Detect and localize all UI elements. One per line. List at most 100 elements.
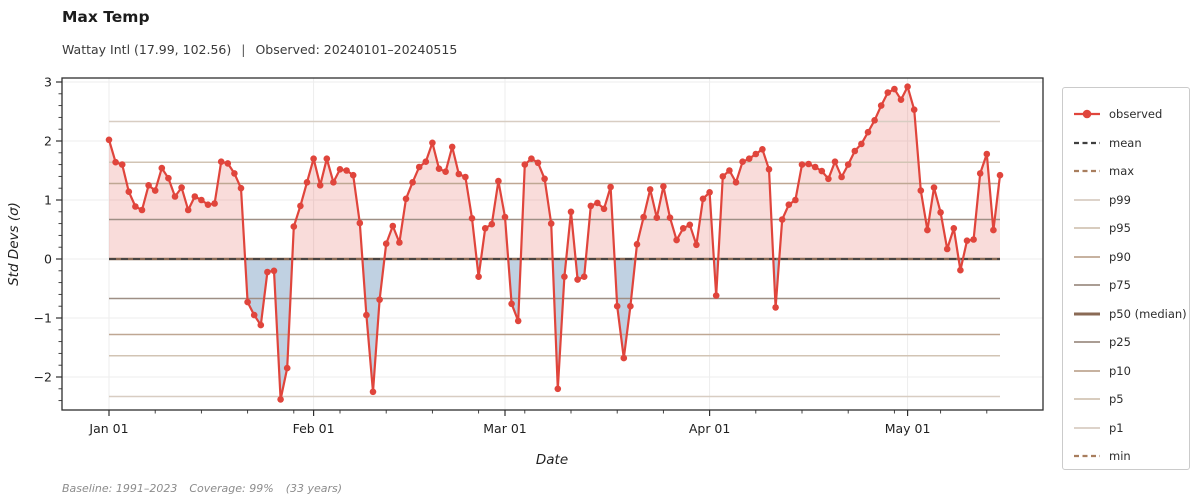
observed-marker (719, 173, 727, 180)
fill-above-mean (109, 86, 1000, 259)
observed-marker (356, 219, 364, 227)
observed-marker (574, 276, 581, 283)
legend-label: p25 (1109, 335, 1131, 350)
legend-swatch-icon (1074, 369, 1100, 372)
observed-marker (396, 239, 403, 246)
legend-swatch-icon (1074, 312, 1100, 316)
observed-marker (132, 203, 139, 210)
legend-label: p90 (1109, 249, 1131, 264)
observed-marker (580, 273, 588, 281)
observed-marker (330, 179, 337, 186)
observed-marker (633, 241, 641, 248)
observed-marker (950, 225, 958, 232)
observed-marker (217, 158, 225, 165)
observed-marker (607, 183, 614, 191)
observed-marker (145, 182, 152, 189)
x-tick-label: Apr 01 (689, 421, 731, 436)
legend-item-min: min (1073, 442, 1189, 471)
observed-marker (930, 184, 938, 191)
observed-marker (501, 213, 509, 221)
observed-marker (712, 292, 720, 299)
observed-marker (165, 174, 172, 182)
observed-marker (613, 302, 621, 310)
observed-marker (858, 140, 865, 148)
observed-marker (851, 147, 859, 155)
x-axis-label: Date (535, 452, 569, 468)
observed-marker (891, 85, 898, 93)
legend-item-p5: p5 (1073, 385, 1189, 414)
observed-marker (561, 273, 568, 281)
observed-marker (376, 296, 383, 304)
observed-marker (211, 200, 218, 207)
legend-item-max: max (1073, 157, 1189, 186)
observed-marker (158, 164, 166, 172)
observed-marker (567, 208, 575, 216)
observed-marker (468, 215, 476, 222)
observed-marker (805, 160, 812, 168)
observed-marker (257, 321, 265, 329)
legend-label: p95 (1109, 221, 1131, 236)
y-axis-label: Std Devs (σ) (6, 202, 22, 286)
y-tick-label: 0 (44, 251, 52, 266)
observed-marker (963, 237, 971, 244)
observed-marker (699, 195, 707, 203)
observed-marker (422, 158, 430, 165)
observed-marker (686, 221, 694, 229)
legend-item-p99: p99 (1073, 186, 1189, 215)
years-label: (33 years) (285, 482, 343, 495)
observed-marker (521, 161, 529, 168)
observed-marker (389, 222, 397, 230)
y-tick-label: 2 (44, 133, 52, 148)
observed-marker (745, 155, 753, 162)
observed-marker (943, 245, 951, 253)
observed-marker (877, 102, 885, 109)
observed-marker (224, 160, 232, 167)
legend-swatch-icon (1074, 141, 1100, 144)
x-tick-label: Mar 01 (483, 421, 526, 436)
observed-marker (495, 177, 502, 185)
observed-marker (957, 266, 964, 274)
observed-marker (904, 83, 911, 90)
observed-marker (237, 184, 245, 192)
observed-line (107, 85, 1002, 401)
legend-label: p75 (1109, 278, 1131, 293)
observed-marker (759, 146, 766, 153)
observed-marker (871, 117, 878, 124)
x-tick-label: Feb 01 (293, 421, 335, 436)
observed-marker (105, 136, 113, 144)
legend-label: min (1109, 449, 1131, 464)
observed-marker (409, 179, 416, 186)
observed-marker (488, 220, 496, 228)
observed-marker (297, 202, 304, 210)
observed-marker (541, 175, 548, 183)
coverage-label: Coverage: 99% (189, 482, 274, 495)
observed-marker (831, 158, 839, 165)
observed-marker (679, 225, 687, 232)
observed-marker (349, 171, 357, 179)
observed-marker (666, 214, 674, 221)
observed-marker (323, 155, 331, 162)
legend-item-p50-median-: p50 (median) (1073, 300, 1189, 329)
legend-label: p50 (median) (1109, 306, 1187, 321)
observed-marker (627, 302, 634, 310)
observed-marker (983, 150, 991, 158)
observed-marker (937, 209, 944, 216)
observed-marker (250, 311, 258, 319)
observed-marker (818, 167, 826, 175)
observed-marker (620, 354, 628, 362)
legend-swatch-icon (1074, 170, 1100, 173)
observed-marker (534, 159, 542, 167)
observed-marker (363, 311, 370, 319)
observed-marker (290, 223, 298, 230)
observed-marker (554, 385, 562, 393)
observed-marker (587, 202, 595, 210)
y-tick-label: 3 (44, 74, 52, 89)
observed-marker (726, 167, 733, 174)
legend-item-p90: p90 (1073, 243, 1189, 272)
legend-swatch-icon (1074, 341, 1100, 344)
chart-subtitle: Wattay Intl (17.99, 102.56) | Observed: … (62, 42, 457, 57)
observed-marker (660, 183, 667, 190)
observed-marker (514, 317, 522, 325)
observed-marker (924, 226, 931, 234)
